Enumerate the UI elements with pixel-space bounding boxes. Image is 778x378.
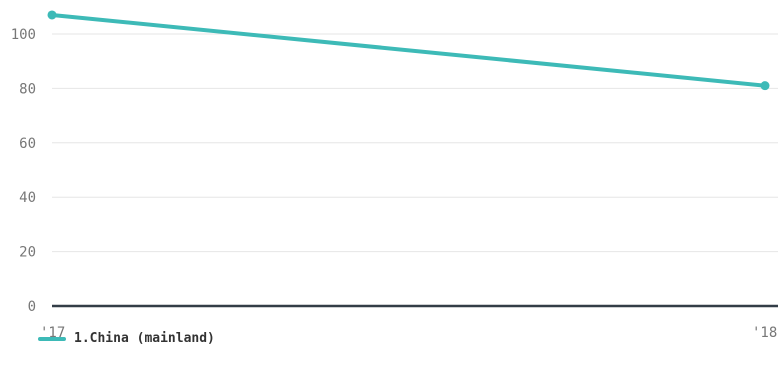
data-point[interactable]: [47, 10, 57, 20]
y-tick-label: 20: [19, 245, 36, 261]
series-line: [50, 12, 767, 88]
grid-lines: [52, 33, 778, 308]
x-tick-label: '18: [752, 325, 777, 341]
data-point[interactable]: [760, 81, 770, 91]
series-layer: [47, 10, 770, 91]
y-axis-ticks: 0 20 40 60 80 100: [11, 27, 36, 315]
y-tick-label: 40: [19, 190, 36, 206]
legend-label-china: 1.China (mainland): [74, 331, 215, 346]
legend-swatch: [38, 336, 66, 341]
y-tick-label: 80: [19, 81, 36, 97]
y-tick-label: 100: [11, 27, 36, 43]
y-tick-label: 60: [19, 136, 36, 152]
legend: 1.China (mainland): [38, 331, 215, 346]
y-tick-label: 0: [28, 299, 36, 315]
